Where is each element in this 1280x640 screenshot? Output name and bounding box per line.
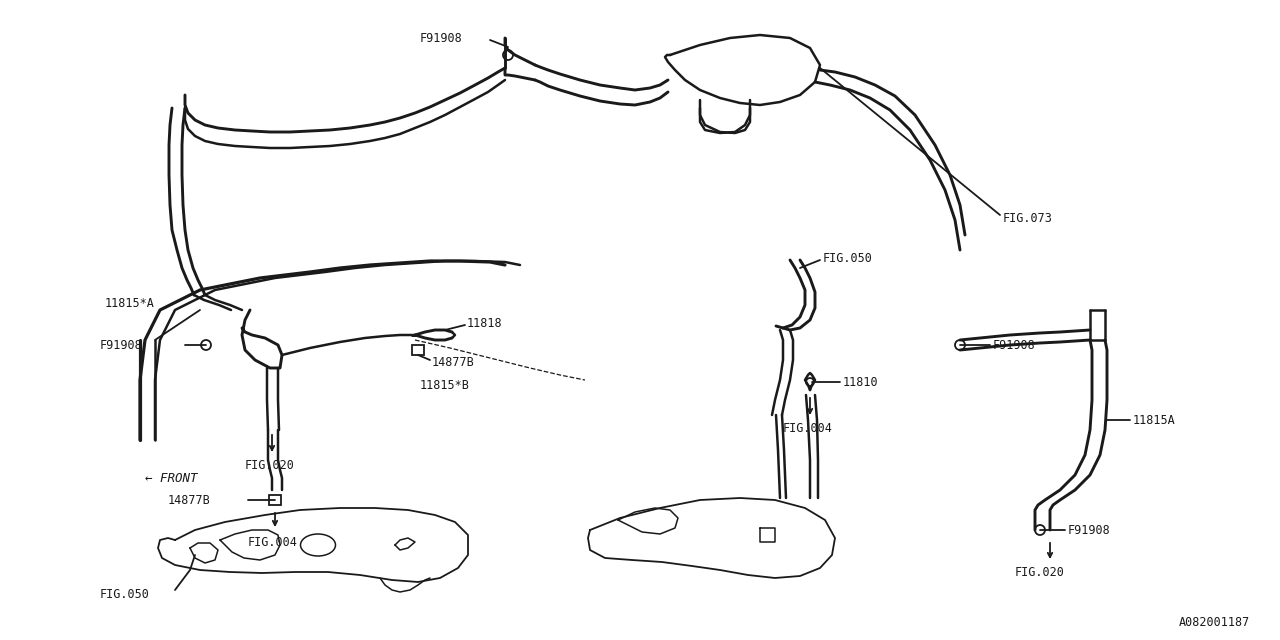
- Text: 11815*B: 11815*B: [420, 378, 470, 392]
- Text: F91908: F91908: [993, 339, 1036, 351]
- Text: 11810: 11810: [844, 376, 878, 388]
- Text: F91908: F91908: [100, 339, 143, 351]
- Text: A082001187: A082001187: [1179, 616, 1251, 628]
- Text: FIG.004: FIG.004: [783, 422, 833, 435]
- Text: FIG.073: FIG.073: [1004, 211, 1053, 225]
- Text: 14877B: 14877B: [168, 493, 211, 506]
- Text: FIG.020: FIG.020: [244, 458, 294, 472]
- Text: ← FRONT: ← FRONT: [145, 472, 197, 484]
- Bar: [412, 345, 424, 355]
- Text: 11815*A: 11815*A: [105, 296, 155, 310]
- Text: FIG.004: FIG.004: [248, 536, 298, 548]
- Bar: [269, 495, 282, 505]
- Text: FIG.020: FIG.020: [1015, 566, 1065, 579]
- Text: F91908: F91908: [420, 31, 463, 45]
- Text: F91908: F91908: [1068, 524, 1111, 536]
- Text: 11818: 11818: [467, 317, 503, 330]
- Text: 11815A: 11815A: [1133, 413, 1176, 426]
- Text: 14877B: 14877B: [433, 355, 475, 369]
- Text: FIG.050: FIG.050: [100, 589, 150, 602]
- Text: FIG.050: FIG.050: [823, 252, 873, 264]
